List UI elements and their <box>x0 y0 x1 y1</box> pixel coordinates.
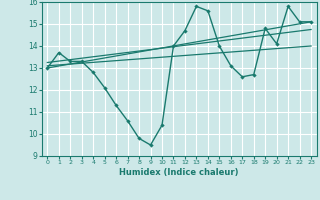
X-axis label: Humidex (Indice chaleur): Humidex (Indice chaleur) <box>119 168 239 177</box>
